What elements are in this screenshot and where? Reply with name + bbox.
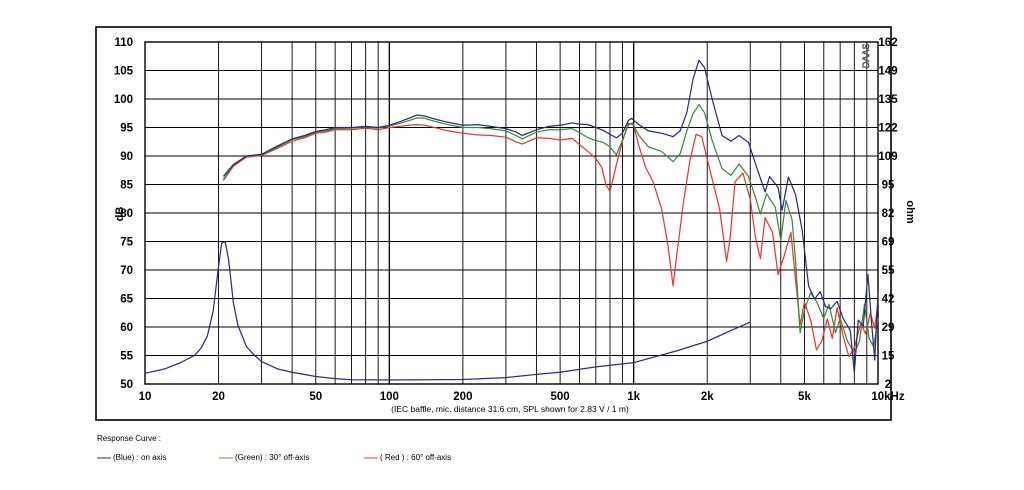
outer-frame — [95, 26, 892, 421]
x-tick-label: 10kHz — [871, 391, 904, 403]
series-line-red — [223, 122, 879, 358]
grid — [145, 42, 878, 384]
x-tick-label: 20 — [212, 391, 225, 403]
x-tick-label: 10 — [139, 391, 152, 403]
y-tick-label-left: 50 — [120, 379, 133, 391]
legend-entry-blue: (Blue) : on axis — [97, 453, 166, 462]
y-tick-label-left: 55 — [120, 351, 133, 363]
y-tick-label-right: 122 — [878, 123, 897, 135]
y-tick-label-right: 29 — [882, 322, 895, 334]
series-line-impedance — [144, 241, 751, 381]
y-tick-label-left: 65 — [120, 294, 133, 306]
y-tick-label-right: 42 — [882, 294, 895, 306]
y-tick-label-right: 55 — [882, 265, 895, 277]
y-tick-label-left: 85 — [120, 180, 133, 192]
y-tick-label-right: 135 — [878, 94, 898, 106]
caption: (IEC baffle, mic. distance 31.6 cm, SPL … — [391, 404, 629, 414]
y-tick-label-left: 70 — [120, 265, 133, 277]
y-tick-label-left: 100 — [114, 94, 133, 106]
y-tick-label-left: 110 — [114, 37, 133, 49]
y-tick-label-right: 69 — [882, 237, 895, 249]
legend-title: Response Curve : — [97, 434, 161, 443]
tick-labels: 50 55 60 65 70 75 80 85 90 95 100 105 110 2 15 29 42 55 69… — [114, 37, 905, 403]
y-axis-left-label: dB — [114, 207, 126, 222]
y-tick-label-right: 109 — [878, 151, 897, 163]
legend: Response Curve : (Blue) : on axis (Green… — [97, 434, 451, 462]
x-tick-label: 200 — [453, 391, 472, 403]
y-tick-label-right: 149 — [878, 66, 897, 78]
y-tick-label-left: 95 — [120, 123, 133, 135]
x-tick-label: 100 — [380, 391, 399, 403]
x-tick-label: 500 — [551, 391, 570, 403]
legend-entry-green: (Green) : 30° off-axis — [219, 453, 309, 462]
legend-label-green: (Green) : 30° off-axis — [235, 453, 309, 462]
x-tick-label: 1k — [627, 391, 640, 403]
series-layer — [144, 59, 879, 381]
series-line-blue — [223, 59, 879, 374]
y-tick-label-left: 105 — [114, 66, 134, 78]
y-tick-label-right: 82 — [882, 208, 895, 220]
y-tick-label-left: 90 — [120, 151, 133, 163]
y-tick-label-left: 60 — [120, 322, 133, 334]
y-tick-label-right: 2 — [885, 379, 891, 391]
legend-label-red: ( Red ) : 60° off-axis — [380, 453, 451, 462]
y-tick-label-right: 162 — [878, 37, 897, 49]
x-tick-label: 2k — [701, 391, 714, 403]
legend-entry-red: ( Red ) : 60° off-axis — [364, 453, 451, 462]
watermark: DAAS — [861, 43, 871, 68]
y-tick-label-right: 95 — [882, 180, 895, 192]
legend-label-blue: (Blue) : on axis — [113, 453, 166, 462]
x-tick-label: 50 — [309, 391, 322, 403]
y-tick-label-left: 80 — [120, 208, 133, 220]
y-axis-right-label: ohm — [904, 200, 916, 223]
y-tick-label-right: 15 — [882, 351, 895, 363]
x-tick-label: 5k — [798, 391, 811, 403]
plot-area-border — [144, 41, 879, 385]
y-tick-label-left: 75 — [120, 237, 133, 249]
